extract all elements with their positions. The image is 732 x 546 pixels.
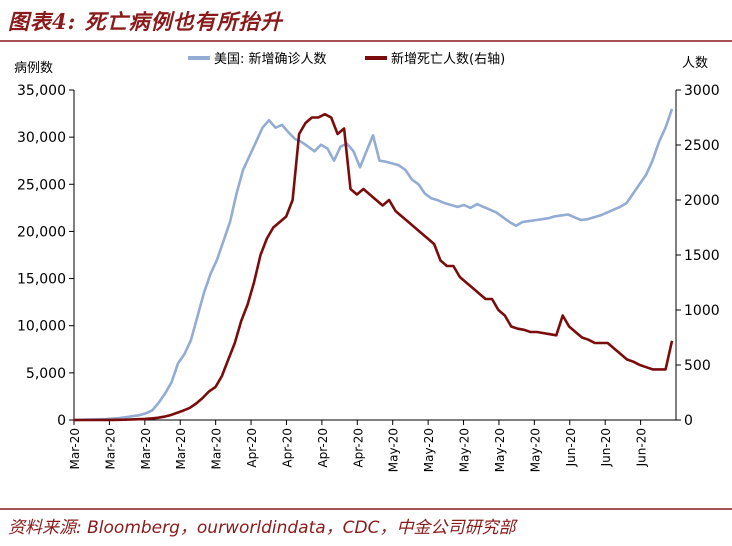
x-tick-label: May-20 (387, 428, 401, 472)
x-tick-label: Apr-20 (316, 428, 330, 468)
x-tick-label: Jun-20 (599, 428, 613, 467)
y2-tick-label: 2000 (684, 193, 720, 209)
series-line-deaths (74, 112, 674, 422)
x-tick-label: Apr-20 (351, 428, 365, 468)
x-tick-label: Apr-20 (280, 428, 294, 468)
x-tick-label: May-20 (493, 428, 507, 472)
x-tick-label: May-20 (458, 428, 472, 472)
y2-tick-label: 2500 (684, 138, 720, 154)
legend: 美国: 新增确诊人数 新增死亡人数(右轴) (188, 51, 505, 67)
y-tick-label: 25,000 (17, 177, 66, 193)
x-tick-label: Mar-20 (68, 428, 82, 469)
x-tick-label: Mar-20 (139, 428, 153, 469)
x-tick-label: Jun-20 (635, 428, 649, 467)
y2-axis-label: 人数 (682, 56, 708, 71)
y-tick-label: 20,000 (17, 224, 66, 240)
x-tick-label: May-20 (528, 428, 542, 472)
y-tick-label: 5,000 (26, 366, 66, 382)
y-tick-label: 35,000 (17, 83, 66, 99)
x-tick-label: Mar-20 (174, 428, 188, 469)
y-tick-label: 10,000 (17, 319, 66, 335)
x-tick-label: Jun-20 (564, 428, 578, 467)
x-tick-label: Mar-20 (103, 428, 117, 469)
x-tick-label: Apr-20 (245, 428, 259, 468)
x-tick-label: Mar-20 (210, 428, 224, 469)
y-tick-label: 30,000 (17, 130, 66, 146)
y-axis-label: 病例数 (14, 61, 53, 76)
figure-title: 图表4: 死亡病例也有所抬升 (8, 9, 283, 34)
x-tick-label: May-20 (422, 428, 436, 472)
legend-label-deaths: 新增死亡人数(右轴) (391, 51, 505, 67)
y-tick-label: 0 (57, 413, 66, 429)
legend-label-cases: 美国: 新增确诊人数 (214, 51, 327, 67)
y2-tick-label: 500 (684, 358, 711, 374)
y2-tick-label: 3000 (684, 83, 720, 99)
y2-tick-label: 1500 (684, 248, 720, 264)
y-tick-label: 15,000 (17, 272, 66, 288)
source-note: 资料来源: Bloomberg，ourworldindata，CDC，中金公司研… (8, 518, 516, 538)
chart-marks (73, 108, 674, 422)
y2-tick-label: 1000 (684, 303, 720, 319)
axes: 0 5,000 10,000 15,000 20,000 25,000 30,000 35,0… (17, 83, 720, 472)
series-line-cases (73, 108, 674, 422)
y2-tick-label: 0 (684, 413, 693, 429)
